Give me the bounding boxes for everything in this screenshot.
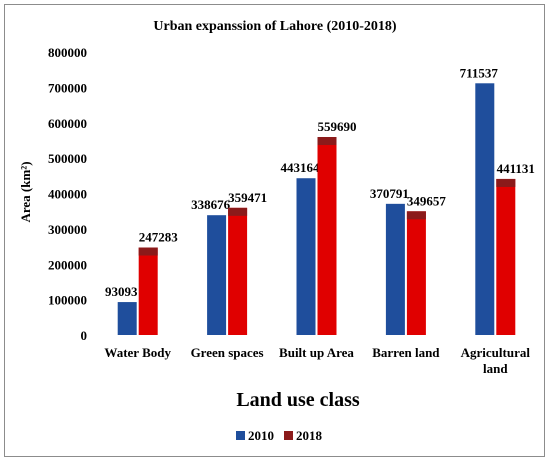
y-axis-label: Area (km²) — [18, 161, 33, 222]
data-label: 349657 — [407, 193, 447, 208]
bar-2010-4 — [475, 83, 495, 335]
chart-frame — [4, 4, 545, 457]
data-label: 443164 — [281, 160, 321, 175]
x-tick-label: Agricultural — [461, 345, 531, 360]
bar-2018-1 — [228, 207, 248, 335]
legend-swatch-2010 — [236, 431, 245, 440]
bar-cap — [317, 137, 337, 146]
y-tick-label: 100000 — [48, 293, 87, 308]
bar-2010-0 — [117, 302, 137, 335]
y-tick-label: 200000 — [48, 257, 87, 272]
y-tick-label: 0 — [81, 328, 88, 343]
bar-2018-2 — [317, 137, 337, 335]
y-tick-label: 400000 — [48, 187, 87, 202]
bar-cap — [406, 211, 426, 220]
data-label: 247283 — [139, 230, 179, 245]
data-label: 93093 — [105, 284, 138, 299]
data-label: 370791 — [370, 186, 409, 201]
bar-2010-2 — [296, 178, 316, 335]
legend-label-2018: 2018 — [296, 428, 323, 443]
data-label: 338676 — [191, 197, 231, 212]
y-tick-label: 800000 — [48, 45, 87, 60]
y-tick-label: 500000 — [48, 151, 87, 166]
y-tick-label: 600000 — [48, 116, 87, 131]
bar-2010-1 — [207, 215, 227, 335]
legend-swatch-2018 — [284, 431, 293, 440]
bar-cap — [496, 178, 516, 187]
data-label: 711537 — [460, 65, 499, 80]
chart-title: Urban expanssion of Lahore (2010-2018) — [153, 19, 397, 34]
x-tick-label: land — [483, 361, 508, 376]
bar-cap — [228, 207, 248, 216]
bar-cap — [138, 247, 158, 256]
bar-2018-3 — [406, 211, 426, 335]
data-label: 441131 — [497, 161, 535, 176]
x-tick-label: Water Body — [104, 345, 171, 360]
data-label: 359471 — [228, 190, 267, 205]
bar-2018-0 — [138, 247, 158, 335]
data-label: 559690 — [318, 119, 357, 134]
legend-label-2010: 2010 — [248, 428, 274, 443]
x-tick-label: Green spaces — [191, 345, 264, 360]
x-tick-label: Built up Area — [279, 345, 354, 360]
y-tick-label: 700000 — [48, 80, 87, 95]
y-tick-label: 300000 — [48, 222, 87, 237]
x-tick-label: Barren land — [372, 345, 440, 360]
bar-2010-3 — [385, 203, 405, 335]
bar-2018-4 — [496, 178, 516, 335]
x-axis-label: Land use class — [236, 389, 360, 411]
